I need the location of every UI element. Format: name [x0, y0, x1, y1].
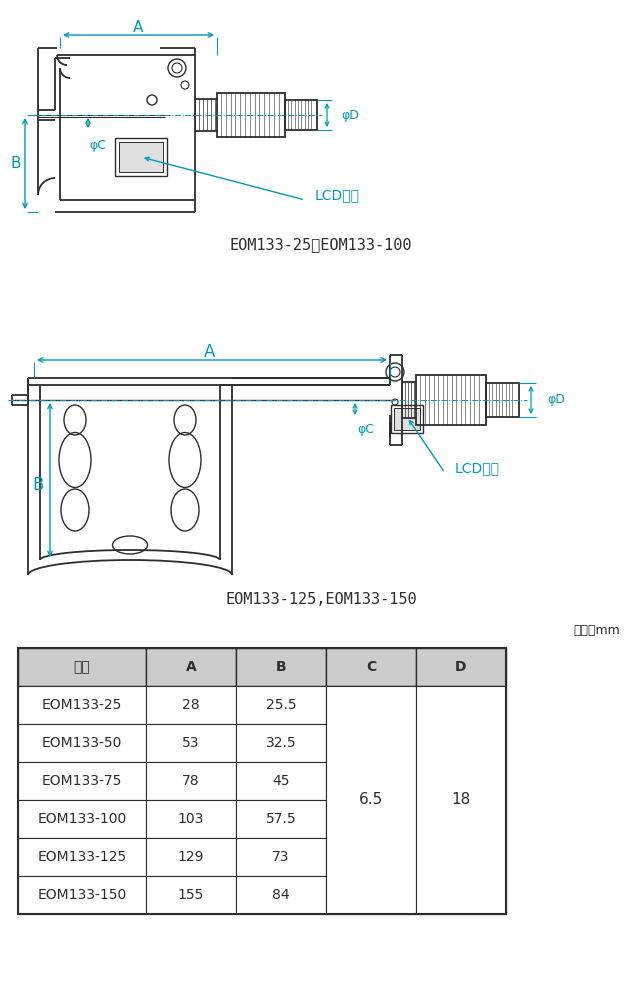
- Text: 6.5: 6.5: [359, 792, 383, 808]
- Text: 103: 103: [178, 812, 204, 826]
- Bar: [416, 724, 506, 762]
- Bar: [18, 686, 146, 724]
- Bar: [18, 876, 146, 914]
- Bar: [146, 686, 236, 724]
- Bar: [326, 686, 416, 724]
- Bar: [326, 838, 416, 876]
- Text: B: B: [275, 660, 286, 674]
- Bar: [146, 876, 236, 914]
- Bar: [217, 93, 285, 137]
- Bar: [236, 686, 326, 724]
- Bar: [146, 724, 236, 762]
- Text: A: A: [186, 660, 196, 674]
- Bar: [236, 762, 326, 800]
- Text: 78: 78: [182, 774, 200, 788]
- Bar: [236, 800, 326, 838]
- Bar: [119, 142, 163, 172]
- Text: D: D: [455, 660, 467, 674]
- Text: 155: 155: [178, 888, 204, 902]
- Bar: [146, 838, 236, 876]
- Bar: [416, 648, 506, 686]
- Text: 18: 18: [451, 792, 471, 808]
- Text: B: B: [11, 155, 21, 170]
- Bar: [326, 686, 416, 914]
- Bar: [146, 762, 236, 800]
- Text: EOM133-75: EOM133-75: [42, 774, 122, 788]
- Text: 129: 129: [178, 850, 204, 864]
- Bar: [18, 648, 146, 686]
- Text: 25.5: 25.5: [266, 698, 297, 712]
- Bar: [326, 876, 416, 914]
- Bar: [416, 375, 486, 425]
- Text: EOM133-50: EOM133-50: [42, 736, 122, 750]
- Bar: [236, 876, 326, 914]
- Bar: [18, 800, 146, 838]
- Bar: [326, 648, 416, 686]
- Bar: [416, 686, 506, 724]
- Text: LCD表示: LCD表示: [315, 188, 360, 202]
- Bar: [416, 838, 506, 876]
- Text: 28: 28: [182, 698, 200, 712]
- Bar: [18, 762, 146, 800]
- Bar: [236, 648, 326, 686]
- Bar: [391, 405, 423, 433]
- Text: 品番: 品番: [74, 660, 91, 674]
- Bar: [285, 100, 317, 130]
- Text: A: A: [133, 19, 143, 34]
- Text: 45: 45: [272, 774, 290, 788]
- Bar: [18, 648, 506, 914]
- Text: EOM133-25: EOM133-25: [42, 698, 122, 712]
- Bar: [416, 800, 506, 838]
- Bar: [18, 724, 146, 762]
- Bar: [236, 838, 326, 876]
- Text: EOM133-25～EOM133-100: EOM133-25～EOM133-100: [230, 237, 412, 252]
- Text: 単位：mm: 単位：mm: [573, 624, 620, 637]
- Text: 73: 73: [272, 850, 290, 864]
- Text: LCD表示: LCD表示: [455, 461, 500, 475]
- Bar: [146, 800, 236, 838]
- Text: φD: φD: [547, 393, 565, 406]
- Text: EOM133-150: EOM133-150: [37, 888, 126, 902]
- Text: 57.5: 57.5: [266, 812, 297, 826]
- Bar: [18, 838, 146, 876]
- Text: A: A: [204, 343, 216, 361]
- Bar: [416, 876, 506, 914]
- Bar: [326, 762, 416, 800]
- Text: φD: φD: [341, 108, 359, 121]
- Text: EOM133-125,EOM133-150: EOM133-125,EOM133-150: [225, 592, 417, 607]
- Bar: [326, 800, 416, 838]
- Bar: [236, 724, 326, 762]
- Text: C: C: [366, 660, 376, 674]
- Text: φC: φC: [357, 424, 374, 436]
- Text: EOM133-100: EOM133-100: [37, 812, 126, 826]
- Bar: [115, 138, 167, 176]
- Text: 84: 84: [272, 888, 290, 902]
- Text: EOM133-125: EOM133-125: [37, 850, 126, 864]
- Bar: [486, 383, 519, 417]
- Text: 32.5: 32.5: [266, 736, 297, 750]
- Text: B: B: [32, 476, 44, 494]
- Bar: [416, 762, 506, 800]
- Text: 53: 53: [182, 736, 200, 750]
- Bar: [146, 648, 236, 686]
- Bar: [394, 408, 420, 430]
- Text: φC: φC: [89, 138, 106, 151]
- Bar: [416, 686, 506, 914]
- Bar: [326, 724, 416, 762]
